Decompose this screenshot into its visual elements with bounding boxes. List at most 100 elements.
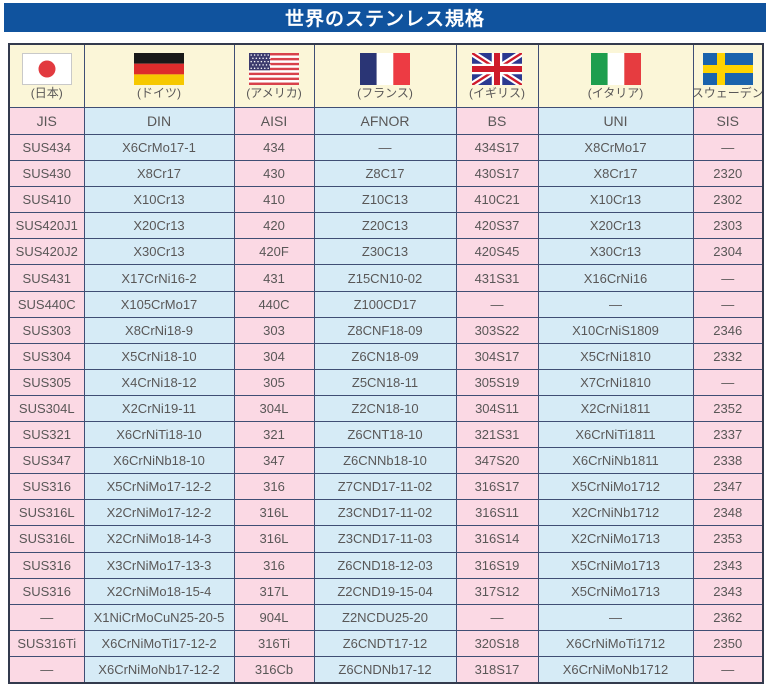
cell-afnor: Z6CN18-09: [313, 342, 457, 370]
cell-aisi: 317L: [233, 577, 315, 605]
table-row: SUS316 X5CrNiMo17-12-2 316 Z7CND17-11-02 316…: [8, 473, 764, 501]
standards-table: (日本) (ドイツ) (アメリカ) (フランス) (イギリス) (イタリア) (スウェーデン…: [8, 43, 764, 684]
cell-jis: SUS431: [8, 264, 85, 292]
cell-din: X8Cr17: [83, 160, 235, 188]
cell-aisi: 316: [233, 551, 315, 579]
cell-din: X6CrNiMoNb17-12-2: [83, 655, 235, 684]
cell-jis: SUS304: [8, 342, 85, 370]
cell-aisi: 316L: [233, 499, 315, 527]
cell-uni: X5CrNi1810: [537, 342, 694, 370]
flag-header-cell-uni: (イタリア): [537, 43, 694, 108]
cell-bs: 316S19: [455, 551, 539, 579]
cell-jis: SUS420J1: [8, 212, 85, 240]
cell-uni: X7CrNi1810: [537, 368, 694, 396]
cell-bs: 321S31: [455, 421, 539, 449]
cell-afnor: —: [313, 133, 457, 162]
table-row: SUS420J2 X30Cr13 420F Z30C13 420S45 X30Cr13 23…: [8, 238, 764, 266]
flag-japan-icon: [21, 53, 72, 86]
cell-aisi: 316L: [233, 525, 315, 553]
cell-uni: X30Cr13: [537, 238, 694, 266]
cell-sis: 2338: [692, 447, 764, 475]
standard-name-cell-din: DIN: [83, 107, 235, 135]
cell-sis: 2350: [692, 629, 764, 657]
cell-bs: 431S31: [455, 264, 539, 292]
cell-din: X6CrNiTi18-10: [83, 421, 235, 449]
cell-afnor: Z2CND19-15-04: [313, 577, 457, 605]
table-row: SUS347 X6CrNiNb18-10 347 Z6CNNb18-10 347S20 X…: [8, 447, 764, 475]
cell-jis: SUS440C: [8, 290, 85, 318]
cell-jis: SUS316L: [8, 525, 85, 553]
table-row: SUS434 X6CrMo17-1 434—434S17 X8CrMo17—: [8, 133, 764, 162]
cell-aisi: 347: [233, 447, 315, 475]
standard-name-cell-bs: BS: [455, 107, 539, 135]
flag-header-cell-sis: (スウェーデン): [692, 43, 764, 108]
cell-sis: 2304: [692, 238, 764, 266]
cell-uni: X2CrNi1811: [537, 394, 694, 423]
cell-afnor: Z5CN18-11: [313, 368, 457, 396]
cell-bs: 316S17: [455, 473, 539, 501]
country-label: (スウェーデン): [694, 86, 763, 101]
page-title: 世界のステンレス規格: [4, 3, 766, 32]
cell-sis: 2337: [692, 421, 764, 449]
cell-uni: X8CrMo17: [537, 133, 694, 162]
cell-aisi: 316Cb: [233, 655, 315, 684]
cell-afnor: Z3CND17-11-03: [313, 525, 457, 553]
flag-cell-jis: (日本): [12, 53, 82, 100]
flag-sweden-icon: [702, 53, 753, 86]
table-row: SUS440C X105CrMo17 440C Z100CD17— — —: [8, 290, 764, 318]
cell-din: X20Cr13: [83, 212, 235, 240]
table-row: — X1NiCrMoCuN25-20-5 904L Z2NCDU25-20— —2362: [8, 603, 764, 631]
standard-name-cell-uni: UNI: [537, 107, 694, 135]
cell-afnor: Z30C13: [313, 238, 457, 266]
cell-bs: 320S18: [455, 629, 539, 657]
cell-uni: X6CrNiMoNb1712: [537, 655, 694, 684]
cell-din: X6CrNiMoTi17-12-2: [83, 629, 235, 657]
cell-bs: 304S11: [455, 394, 539, 423]
cell-aisi: 420: [233, 212, 315, 240]
cell-uni: X5CrNiMo1713: [537, 551, 694, 579]
flag-cell-uni: (イタリア): [541, 53, 691, 100]
country-label: (フランス): [357, 86, 413, 101]
cell-din: X6CrNiNb18-10: [83, 447, 235, 475]
country-label: (日本): [30, 86, 63, 101]
cell-din: X5CrNi18-10: [83, 342, 235, 370]
flag-italy-icon: [590, 53, 641, 86]
country-label: (ドイツ): [137, 86, 181, 101]
cell-jis: SUS434: [8, 133, 85, 162]
cell-sis: 2362: [692, 603, 764, 631]
cell-aisi: 420F: [233, 238, 315, 266]
cell-din: X2CrNi19-11: [83, 394, 235, 423]
cell-bs: 430S17: [455, 160, 539, 188]
cell-sis: —: [692, 655, 764, 684]
cell-sis: 2302: [692, 186, 764, 214]
cell-bs: 318S17: [455, 655, 539, 684]
cell-aisi: 410: [233, 186, 315, 214]
cell-bs: 434S17: [455, 133, 539, 162]
standard-name-cell-afnor: AFNOR: [313, 107, 457, 135]
flag-cell-afnor: (フランス): [317, 53, 454, 100]
cell-uni: X2CrNiMo1713: [537, 525, 694, 553]
cell-afnor: Z7CND17-11-02: [313, 473, 457, 501]
cell-din: X2CrNiMo18-15-4: [83, 577, 235, 605]
standard-name-row: JIS DIN AISI AFNOR BS UNI SIS: [8, 107, 764, 135]
cell-afnor: Z6CND18-12-03: [313, 551, 457, 579]
cell-din: X2CrNiMo17-12-2: [83, 499, 235, 527]
cell-din: X6CrMo17-1: [83, 133, 235, 162]
cell-aisi: 904L: [233, 603, 315, 631]
standards-table-wrapper: (日本) (ドイツ) (アメリカ) (フランス) (イギリス) (イタリア) (スウェーデン…: [8, 43, 770, 684]
cell-jis: SUS304L: [8, 394, 85, 423]
cell-bs: 316S11: [455, 499, 539, 527]
cell-bs: 347S20: [455, 447, 539, 475]
cell-afnor: Z6CNDNb17-12: [313, 655, 457, 684]
cell-sis: 2303: [692, 212, 764, 240]
cell-jis: SUS316Ti: [8, 629, 85, 657]
flag-france-icon: [360, 53, 410, 86]
cell-sis: —: [692, 368, 764, 396]
flag-cell-sis: (スウェーデン): [694, 53, 763, 101]
cell-afnor: Z8C17: [313, 160, 457, 188]
cell-jis: SUS420J2: [8, 238, 85, 266]
table-row: SUS304 X5CrNi18-10 304 Z6CN18-09 304S17 X5CrN…: [8, 342, 764, 370]
cell-sis: —: [692, 264, 764, 292]
cell-uni: X5CrNiMo1713: [537, 577, 694, 605]
cell-uni: —: [537, 290, 694, 318]
